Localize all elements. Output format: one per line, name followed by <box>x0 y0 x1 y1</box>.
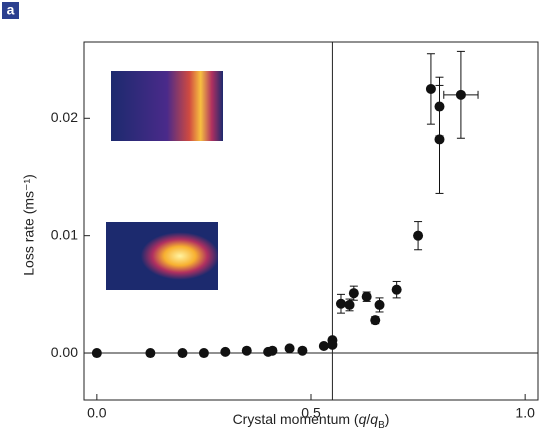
x-tick-label: 0.0 <box>87 405 107 421</box>
data-point <box>297 346 307 356</box>
data-point <box>392 285 402 295</box>
data-point <box>349 288 359 298</box>
y-axis-label: Loss rate (ms⁻¹) <box>21 174 37 276</box>
data-point <box>178 348 188 358</box>
inset-image <box>111 71 223 141</box>
data-point <box>92 348 102 358</box>
y-tick-label: 0.01 <box>51 226 78 242</box>
data-point <box>199 348 209 358</box>
chart: a Loss rate (ms⁻¹) Crystal momentum (q/q… <box>0 0 539 431</box>
data-point <box>375 300 385 310</box>
data-point <box>413 231 423 241</box>
data-point <box>220 347 230 357</box>
data-point <box>456 90 466 100</box>
data-point <box>319 341 329 351</box>
x-axis-label-part: Crystal momentum ( <box>233 411 359 427</box>
x-tick-label: 1.0 <box>515 405 535 421</box>
data-point <box>336 299 346 309</box>
panel-label: a <box>7 2 15 18</box>
data-point <box>145 348 155 358</box>
data-point <box>362 292 372 302</box>
y-tick-label: 0.02 <box>51 109 78 125</box>
x-axis-label-part: q <box>359 411 367 427</box>
y-tick-label: 0.00 <box>51 344 78 360</box>
data-point <box>242 346 252 356</box>
x-axis-label-part: ) <box>385 411 390 427</box>
data-point <box>345 300 355 310</box>
x-tick-label: 0.5 <box>301 405 321 421</box>
data-point <box>426 84 436 94</box>
data-point <box>370 315 380 325</box>
data-point <box>267 346 277 356</box>
data-point <box>285 343 295 353</box>
data-point <box>434 134 444 144</box>
inset-image <box>106 222 218 290</box>
x-axis-label-part: q <box>370 411 378 427</box>
data-point <box>327 340 337 350</box>
